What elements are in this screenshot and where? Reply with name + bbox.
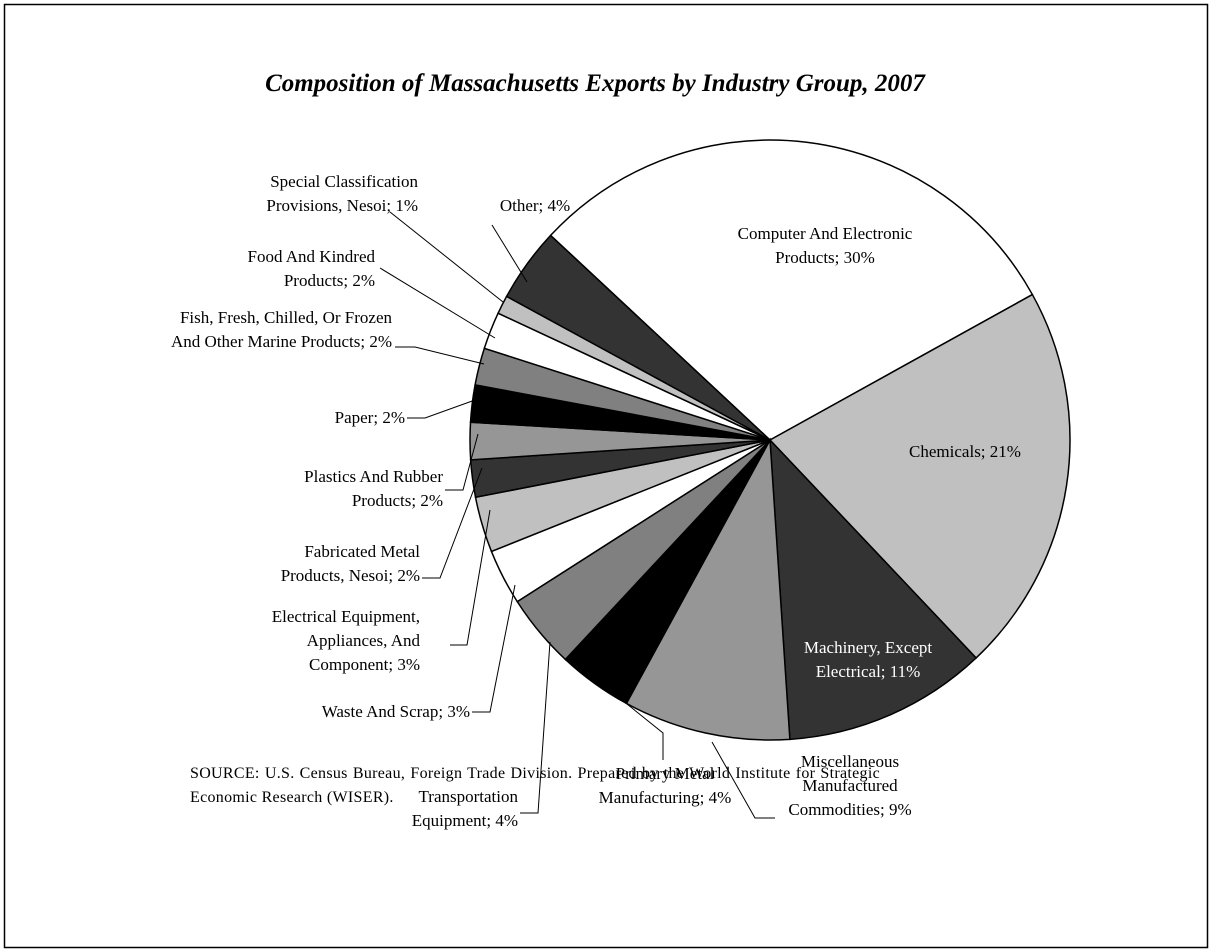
leader-line bbox=[389, 211, 504, 303]
label-text: 4% bbox=[708, 788, 732, 807]
slice-label: Chemicals; 21% bbox=[880, 440, 1050, 464]
slice-label: Machinery, Except Electrical; 11% bbox=[773, 636, 963, 684]
leader-line bbox=[450, 509, 491, 646]
label-text: 9% bbox=[888, 800, 912, 819]
label-text: 2% bbox=[382, 408, 405, 427]
slice-label: Paper; 2% bbox=[285, 406, 405, 430]
pie-slice bbox=[549, 139, 1034, 441]
label-text: Fabricated Metal Products, Nesoi; bbox=[280, 542, 420, 585]
frame bbox=[3, 3, 1209, 949]
label-text: Electrical Equipment, Appliances, And Co… bbox=[271, 607, 420, 674]
slice-label: Waste And Scrap; 3% bbox=[270, 700, 470, 724]
pie-slice bbox=[769, 437, 978, 741]
leader-line bbox=[445, 433, 479, 491]
label-text: Other; bbox=[499, 196, 544, 215]
label-text: Plastics And Rubber Products; bbox=[304, 467, 443, 510]
label-text: Paper; bbox=[334, 408, 379, 427]
pie-slice bbox=[768, 293, 1071, 660]
slice-label: Other; 4% bbox=[480, 194, 590, 218]
label-text: Miscellaneous Manufactured Commodities; bbox=[788, 752, 900, 819]
slice-label: Transportation Equipment; 4% bbox=[358, 785, 518, 833]
label-text: Fish, Fresh, Chilled, Or Frozen And Othe… bbox=[171, 308, 392, 351]
label-text: Chemicals; bbox=[909, 442, 986, 461]
slice-label: Electrical Equipment, Appliances, And Co… bbox=[230, 605, 420, 677]
pie-slice bbox=[505, 234, 771, 441]
label-text: 11% bbox=[889, 662, 921, 681]
label-text: 1% bbox=[395, 196, 418, 215]
label-text: 4% bbox=[495, 811, 518, 830]
label-text: Machinery, Except Electrical; bbox=[803, 638, 933, 681]
leader-line bbox=[520, 641, 551, 814]
chart-title: Composition of Massachusetts Exports by … bbox=[265, 70, 925, 97]
label-text: 2% bbox=[352, 271, 375, 290]
leader-line bbox=[621, 699, 664, 760]
leader-line bbox=[407, 399, 476, 419]
leader-line bbox=[422, 467, 483, 579]
leader-line bbox=[395, 346, 485, 365]
label-text: Food And Kindred Products; bbox=[247, 247, 376, 290]
slice-label: Fabricated Metal Products, Nesoi; 2% bbox=[240, 540, 420, 588]
label-text: 3% bbox=[397, 655, 420, 674]
leader-line bbox=[491, 224, 528, 283]
label-text: 2% bbox=[420, 491, 443, 510]
label-text: Special Classification Provisions, Nesoi… bbox=[266, 172, 418, 215]
leader-line bbox=[379, 267, 496, 339]
pie-slice bbox=[625, 437, 791, 741]
leader-line bbox=[711, 741, 775, 819]
label-text: 21% bbox=[989, 442, 1021, 461]
slice-label: Miscellaneous Manufactured Commodities; … bbox=[765, 750, 935, 822]
slice-label: Fish, Fresh, Chilled, Or Frozen And Othe… bbox=[162, 306, 392, 354]
label-text: 2% bbox=[397, 566, 420, 585]
label-text: Computer And Electronic Products; bbox=[737, 224, 913, 267]
label-text: 30% bbox=[843, 248, 875, 267]
slice-label: Plastics And Rubber Products; 2% bbox=[253, 465, 443, 513]
slice-label: Food And Kindred Products; 2% bbox=[195, 245, 376, 293]
slice-label: Computer And Electronic Products; 30% bbox=[725, 222, 925, 270]
label-text: 4% bbox=[547, 196, 571, 215]
slice-label: Special Classification Provisions, Nesoi… bbox=[198, 170, 418, 218]
label-text: Primary Metal Manufacturing; bbox=[598, 764, 715, 807]
label-text: 2% bbox=[369, 332, 392, 351]
source-note: SOURCE: U.S. Census Bureau, Foreign Trad… bbox=[190, 765, 880, 806]
label-text: Transportation Equipment; bbox=[411, 787, 518, 830]
label-text: Waste And Scrap; bbox=[321, 702, 444, 721]
slice-label: Primary Metal Manufacturing; 4% bbox=[575, 762, 755, 810]
label-text: 3% bbox=[447, 702, 470, 721]
leader-line bbox=[472, 584, 516, 713]
